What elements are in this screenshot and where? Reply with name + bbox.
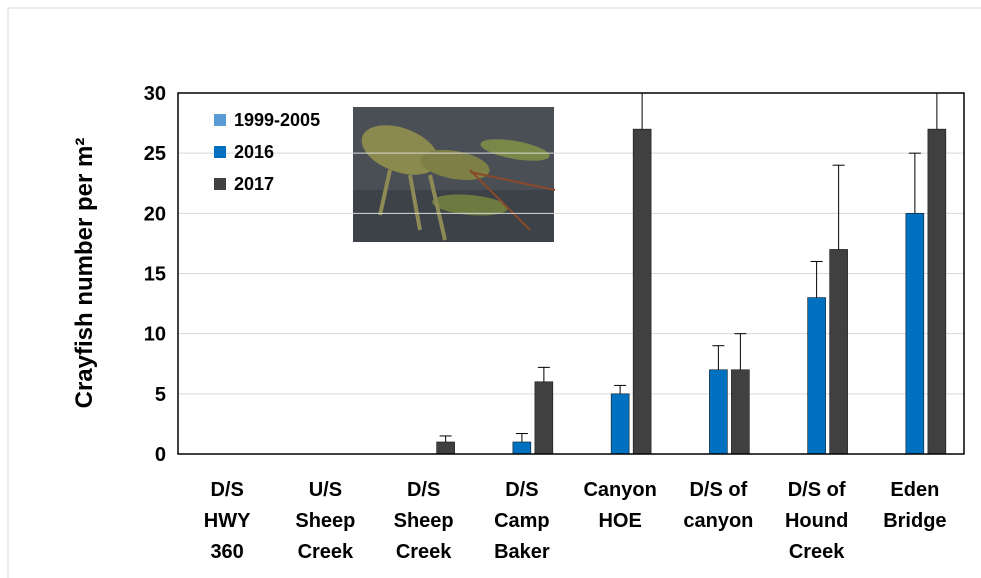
error-bar (832, 164, 845, 250)
chart-frame (7, 7, 981, 578)
bar (534, 381, 554, 454)
y-tick-label: 10 (144, 324, 166, 346)
bar (512, 441, 532, 454)
y-tick-label: 5 (155, 384, 166, 406)
x-tick-label-line: 360 (210, 541, 243, 563)
x-tick-label-line: HOE (598, 510, 641, 532)
x-tick-label: D/S of Hound Creek (785, 479, 848, 563)
error-bar (908, 152, 921, 214)
error-bar (936, 93, 938, 130)
error-bar (439, 435, 452, 442)
x-tick-label-line: Camp (494, 510, 550, 532)
x-tick-label-line: Sheep (295, 510, 355, 532)
x-tick-label: D/S Sheep Creek (394, 479, 454, 563)
y-tick-label: 25 (144, 143, 166, 165)
bar (905, 213, 925, 454)
x-tick-label-line: U/S (309, 479, 342, 501)
x-tick-label-line: D/S of (788, 479, 846, 501)
x-tick-label-line: D/S (210, 479, 243, 501)
error-bar (537, 366, 550, 382)
plot-border (177, 92, 965, 455)
x-tick-label: U/S Sheep Creek (295, 479, 355, 563)
x-tick-label-line: Baker (494, 541, 550, 563)
legend-swatch (214, 114, 226, 126)
x-tick-label-line: Hound (785, 510, 848, 532)
bar (731, 369, 750, 454)
bar (709, 369, 728, 454)
bar (436, 441, 455, 454)
legend-label: 2017 (234, 174, 274, 194)
legend-label: 2016 (234, 142, 274, 162)
legend-label: 1999-2005 (234, 110, 320, 130)
legend-swatch (214, 146, 226, 158)
error-bar (712, 345, 725, 370)
error-bar (810, 260, 823, 298)
x-tick-label: Canyon HOE (583, 479, 656, 532)
x-tick-label-line: D/S (505, 479, 538, 501)
x-tick-label-line: HWY (204, 510, 251, 532)
bar (610, 393, 630, 454)
y-tick-label: 30 (144, 83, 166, 105)
x-tick-label-line: Bridge (883, 510, 946, 532)
error-bar (734, 333, 747, 370)
bar (807, 297, 826, 454)
x-tick-label: Eden Bridge (883, 479, 946, 532)
x-tick-label: D/S of canyon (683, 479, 753, 532)
error-bar (515, 433, 528, 442)
bar (632, 128, 652, 454)
y-tick-label: 0 (155, 444, 166, 466)
x-tick-label-line: D/S of (689, 479, 747, 501)
x-tick-label-line: D/S (407, 479, 440, 501)
x-tick-label-line: canyon (683, 510, 753, 532)
x-tick-label: D/S HWY 360 (204, 479, 251, 563)
error-bar (614, 384, 627, 394)
x-tick-label: D/S Camp Baker (494, 479, 550, 563)
y-axis-label: Crayfish number per m² (71, 138, 98, 409)
y-tick-label: 20 (144, 203, 166, 225)
x-tick-label-line: Creek (298, 541, 354, 563)
x-tick-label-line: Creek (396, 541, 452, 563)
x-tick-label-line: Canyon (583, 479, 656, 501)
bar (927, 128, 947, 454)
error-bar (641, 93, 643, 130)
y-tick-label: 15 (144, 264, 166, 286)
bar (829, 249, 848, 454)
legend-swatch (214, 178, 226, 190)
x-tick-label-line: Creek (789, 541, 845, 563)
x-tick-label-line: Sheep (394, 510, 454, 532)
plot-bars (436, 93, 947, 454)
photo (353, 107, 556, 242)
x-tick-label-line: Eden (890, 479, 939, 501)
